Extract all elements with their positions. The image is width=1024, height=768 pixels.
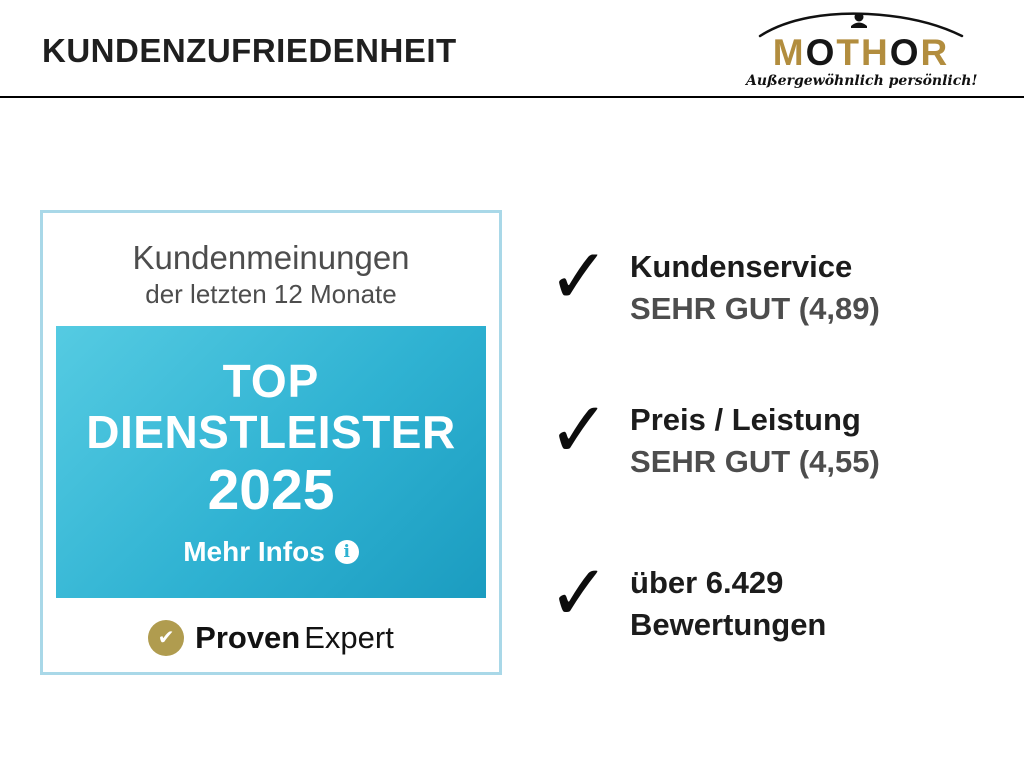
rating-text: Kundenservice SEHR GUT (4,89)	[630, 242, 880, 330]
rating-label: über 6.429	[630, 565, 784, 600]
rating-label: Preis / Leistung	[630, 402, 861, 437]
brand-name: MOTHOR	[746, 34, 976, 71]
car-silhouette-icon	[758, 12, 964, 38]
checkmark-icon: ✓	[548, 232, 611, 321]
brand-letter: O	[805, 32, 837, 73]
provenexpert-name-light: Expert	[304, 620, 394, 655]
brand-letter: M	[772, 32, 806, 73]
rating-item-preis-leistung: ✓ Preis / Leistung SEHR GUT (4,55)	[548, 385, 880, 483]
rating-item-kundenservice: ✓ Kundenservice SEHR GUT (4,89)	[548, 232, 880, 330]
provenexpert-badge: Kundenmeinungen der letzten 12 Monate TO…	[40, 210, 502, 675]
rating-text: über 6.429 Bewertungen	[630, 558, 826, 646]
brand-letter: T	[836, 32, 861, 73]
rating-label-line2: Bewertungen	[630, 606, 827, 642]
checkmark-icon: ✓	[548, 385, 611, 474]
brand-letter: R	[920, 32, 950, 73]
award-panel: TOP DIENSTLEISTER 2025 Mehr Infos i	[56, 326, 486, 598]
more-info-label[interactable]: Mehr Infos	[183, 535, 325, 567]
award-year: 2025	[207, 458, 335, 523]
rating-value: SEHR GUT (4,89)	[630, 290, 880, 326]
rating-text: Preis / Leistung SEHR GUT (4,55)	[630, 395, 880, 483]
brand-letter: H	[860, 32, 890, 73]
rating-value: SEHR GUT (4,55)	[630, 443, 880, 479]
more-info-link[interactable]: Mehr Infos i	[183, 536, 359, 568]
header-divider	[0, 96, 1024, 98]
rating-item-bewertungen: ✓ über 6.429 Bewertungen	[548, 548, 826, 646]
page-title: KUNDENZUFRIEDENHEIT	[42, 32, 457, 69]
info-icon[interactable]: i	[334, 539, 359, 564]
brand-letter: O	[889, 32, 921, 73]
provenexpert-check-icon: ✔	[148, 620, 185, 656]
badge-heading: Kundenmeinungen	[132, 239, 410, 276]
checkmark-icon: ✓	[548, 548, 611, 637]
rating-label: Kundenservice	[630, 249, 853, 284]
award-title-line1: TOP	[222, 355, 320, 407]
brand-tagline: Außergewöhnlich persönlich!	[746, 73, 978, 89]
provenexpert-name: Proven Expert	[195, 620, 394, 656]
badge-subheading: der letzten 12 Monate	[145, 279, 397, 309]
award-title-line2: DIENSTLEISTER	[86, 405, 456, 458]
provenexpert-logo: ✔ Proven Expert	[56, 620, 486, 656]
provenexpert-name-bold: Proven	[195, 620, 301, 655]
brand-logo: MOTHOR Außergewöhnlich persönlich!	[746, 8, 978, 89]
